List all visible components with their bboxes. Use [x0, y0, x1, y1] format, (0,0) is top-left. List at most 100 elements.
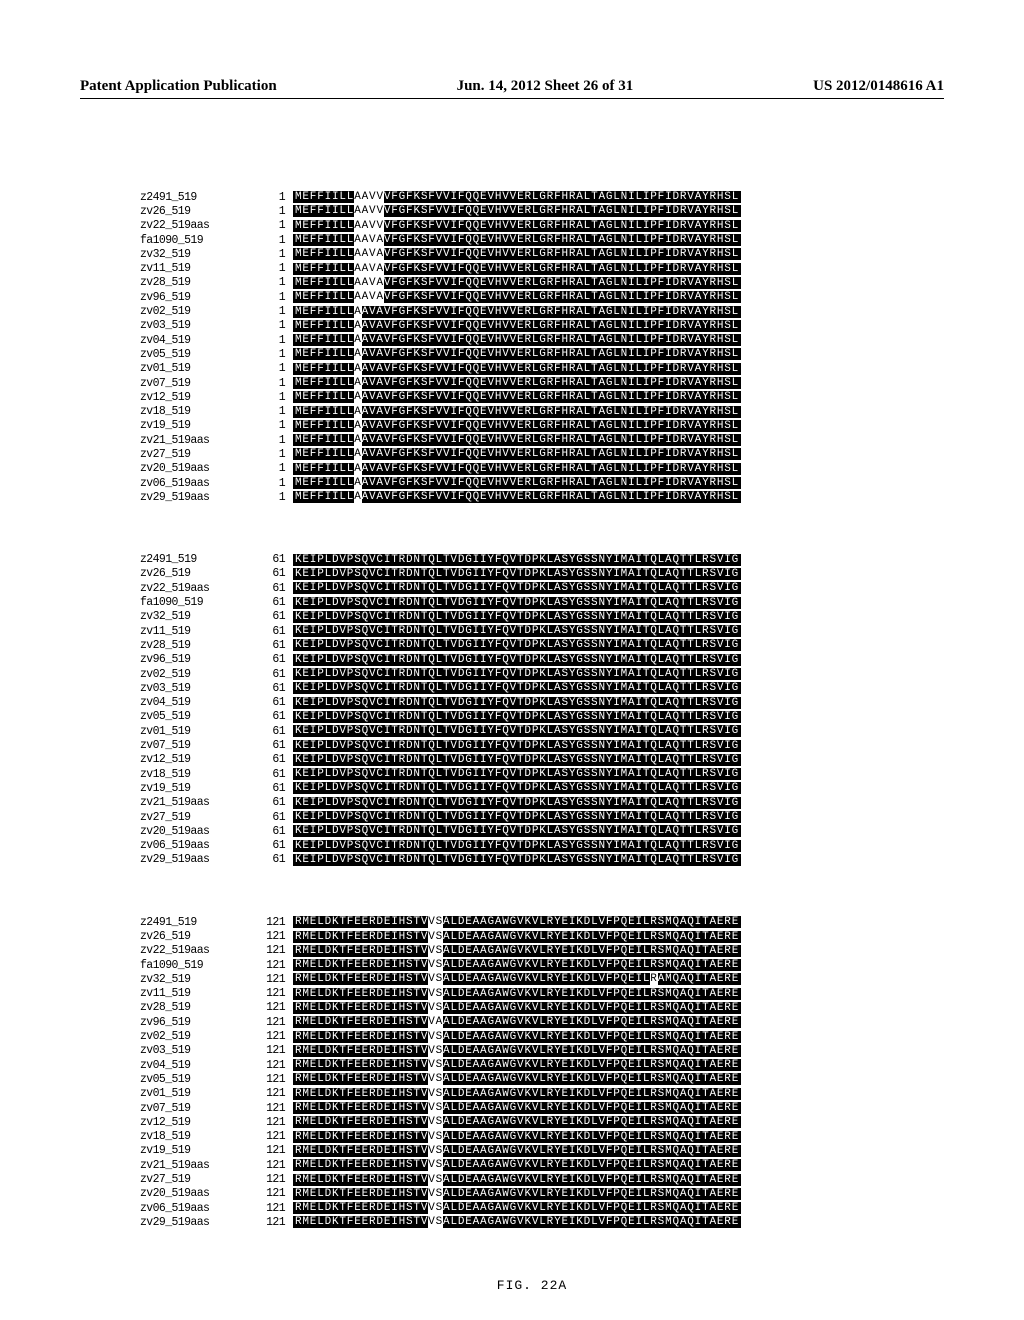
sequence-label: zv20_519aas — [140, 825, 255, 838]
sequence-residues: RMELDKTFEERDEIHSTVVSALDEAAGAWGVKVLRYEIKD… — [293, 1131, 741, 1143]
sequence-position: 121 — [255, 959, 293, 972]
sequence-position: 121 — [255, 1187, 293, 1200]
sequence-position: 1 — [255, 377, 293, 390]
sequence-residues: KEIPLDVPSQVCITRDNTQLTVDGIIYFQVTDPKLASYGS… — [293, 711, 741, 723]
alignment-row: zv27_51961KEIPLDVPSQVCITRDNTQLTVDGIIYFQV… — [140, 810, 924, 824]
alignment-row: zv21_519aas1MEFFIILLAAVAVFGFKSFVVIFQQEVH… — [140, 433, 924, 447]
alignment-row: zv02_5191MEFFIILLAAVAVFGFKSFVVIFQQEVHVVE… — [140, 304, 924, 318]
alignment-row: zv04_5191MEFFIILLAAVAVFGFKSFVVIFQQEVHVVE… — [140, 333, 924, 347]
sequence-residues: KEIPLDVPSQVCITRDNTQLTVDGIIYFQVTDPKLASYGS… — [293, 554, 741, 566]
sequence-residues: RMELDKTFEERDEIHSTVVSALDEAAGAWGVKVLRYEIKD… — [293, 1073, 741, 1085]
sequence-label: zv03_519 — [140, 682, 255, 695]
sequence-label: zv21_519aas — [140, 1159, 255, 1172]
sequence-position: 61 — [255, 610, 293, 623]
alignment-row: zv22_519aas121RMELDKTFEERDEIHSTVVSALDEAA… — [140, 944, 924, 958]
alignment-row: zv21_519aas61KEIPLDVPSQVCITRDNTQLTVDGIIY… — [140, 796, 924, 810]
sequence-position: 1 — [255, 319, 293, 332]
alignment-row: zv29_519aas121RMELDKTFEERDEIHSTVVSALDEAA… — [140, 1215, 924, 1229]
alignment-row: zv26_5191MEFFIILLAAVVVFGFKSFVVIFQQEVHVVE… — [140, 204, 924, 218]
sequence-position: 1 — [255, 491, 293, 504]
sequence-residues: MEFFIILLAAVVVFGFKSFVVIFQQEVHVVERLGRFHRAL… — [293, 205, 741, 217]
sequence-position: 1 — [255, 234, 293, 247]
sequence-residues: MEFFIILLAAVAVFGFKSFVVIFQQEVHVVERLGRFHRAL… — [293, 391, 741, 403]
alignment-row: zv07_519121RMELDKTFEERDEIHSTVVSALDEAAGAW… — [140, 1101, 924, 1115]
sequence-position: 61 — [255, 625, 293, 638]
alignment-row: zv03_51961KEIPLDVPSQVCITRDNTQLTVDGIIYFQV… — [140, 681, 924, 695]
sequence-residues: KEIPLDVPSQVCITRDNTQLTVDGIIYFQVTDPKLASYGS… — [293, 825, 741, 837]
sequence-label: zv19_519 — [140, 782, 255, 795]
sequence-position: 121 — [255, 1073, 293, 1086]
sequence-residues: RMELDKTFEERDEIHSTVVSALDEAAGAWGVKVLRYEIKD… — [293, 1202, 741, 1214]
sequence-position: 121 — [255, 944, 293, 957]
sequence-residues: MEFFIILLAAVAVFGFKSFVVIFQQEVHVVERLGRFHRAL… — [293, 320, 741, 332]
sequence-position: 121 — [255, 1159, 293, 1172]
sequence-residues: RMELDKTFEERDEIHSTVVSALDEAAGAWGVKVLRYEIKD… — [293, 1159, 741, 1171]
sequence-residues: MEFFIILLAAVAVFGFKSFVVIFQQEVHVVERLGRFHRAL… — [293, 491, 741, 503]
sequence-label: zv19_519 — [140, 1144, 255, 1157]
sequence-residues: KEIPLDVPSQVCITRDNTQLTVDGIIYFQVTDPKLASYGS… — [293, 797, 741, 809]
alignment-row: zv06_519aas61KEIPLDVPSQVCITRDNTQLTVDGIIY… — [140, 838, 924, 852]
sequence-residues: KEIPLDVPSQVCITRDNTQLTVDGIIYFQVTDPKLASYGS… — [293, 639, 741, 651]
sequence-residues: KEIPLDVPSQVCITRDNTQLTVDGIIYFQVTDPKLASYGS… — [293, 568, 741, 580]
sequence-label: zv06_519aas — [140, 1202, 255, 1215]
sequence-residues: RMELDKTFEERDEIHSTVVSALDEAAGAWGVKVLRYEIKD… — [293, 1145, 741, 1157]
alignment-row: zv19_51961KEIPLDVPSQVCITRDNTQLTVDGIIYFQV… — [140, 781, 924, 795]
sequence-label: fa1090_519 — [140, 959, 255, 972]
alignment-row: zv02_519121RMELDKTFEERDEIHSTVVSALDEAAGAW… — [140, 1029, 924, 1043]
sequence-position: 1 — [255, 391, 293, 404]
sequence-position: 1 — [255, 477, 293, 490]
sequence-label: zv02_519 — [140, 668, 255, 681]
alignment-row: z2491_519121RMELDKTFEERDEIHSTVVSALDEAAGA… — [140, 915, 924, 929]
sequence-residues: KEIPLDVPSQVCITRDNTQLTVDGIIYFQVTDPKLASYGS… — [293, 597, 741, 609]
sequence-label: z2491_519 — [140, 916, 255, 929]
sequence-position: 61 — [255, 668, 293, 681]
sequence-label: zv27_519 — [140, 811, 255, 824]
header-left: Patent Application Publication — [80, 78, 277, 95]
sequence-residues: MEFFIILLAAVAVFGFKSFVVIFQQEVHVVERLGRFHRAL… — [293, 363, 741, 375]
sequence-label: zv26_519 — [140, 567, 255, 580]
alignment-row: zv19_519121RMELDKTFEERDEIHSTVVSALDEAAGAW… — [140, 1144, 924, 1158]
sequence-position: 61 — [255, 796, 293, 809]
alignment-row: zv04_51961KEIPLDVPSQVCITRDNTQLTVDGIIYFQV… — [140, 696, 924, 710]
sequence-label: zv11_519 — [140, 625, 255, 638]
alignment-row: zv05_519121RMELDKTFEERDEIHSTVVSALDEAAGAW… — [140, 1072, 924, 1086]
sequence-label: zv28_519 — [140, 276, 255, 289]
sequence-position: 121 — [255, 973, 293, 986]
alignment-row: zv03_519121RMELDKTFEERDEIHSTVVSALDEAAGAW… — [140, 1044, 924, 1058]
alignment-row: zv27_5191MEFFIILLAAVAVFGFKSFVVIFQQEVHVVE… — [140, 447, 924, 461]
sequence-position: 1 — [255, 291, 293, 304]
sequence-residues: KEIPLDVPSQVCITRDNTQLTVDGIIYFQVTDPKLASYGS… — [293, 768, 741, 780]
alignment-row: zv29_519aas61KEIPLDVPSQVCITRDNTQLTVDGIIY… — [140, 853, 924, 867]
sequence-label: zv05_519 — [140, 348, 255, 361]
sequence-position: 61 — [255, 853, 293, 866]
sequence-label: zv12_519 — [140, 753, 255, 766]
sequence-position: 121 — [255, 1202, 293, 1215]
alignment-row: zv28_5191MEFFIILLAAVAVFGFKSFVVIFQQEVHVVE… — [140, 276, 924, 290]
sequence-label: zv28_519 — [140, 1001, 255, 1014]
sequence-position: 121 — [255, 1130, 293, 1143]
alignment-row: zv01_5191MEFFIILLAAVAVFGFKSFVVIFQQEVHVVE… — [140, 362, 924, 376]
alignment-row: zv20_519aas61KEIPLDVPSQVCITRDNTQLTVDGIIY… — [140, 824, 924, 838]
sequence-residues: MEFFIILLAAVAVFGFKSFVVIFQQEVHVVERLGRFHRAL… — [293, 306, 741, 318]
sequence-label: zv01_519 — [140, 1087, 255, 1100]
alignment-row: zv18_519121RMELDKTFEERDEIHSTVVSALDEAAGAW… — [140, 1130, 924, 1144]
sequence-position: 1 — [255, 276, 293, 289]
sequence-position: 61 — [255, 725, 293, 738]
sequence-position: 61 — [255, 653, 293, 666]
sequence-label: zv26_519 — [140, 205, 255, 218]
sequence-label: zv04_519 — [140, 696, 255, 709]
alignment-row: zv28_51961KEIPLDVPSQVCITRDNTQLTVDGIIYFQV… — [140, 638, 924, 652]
sequence-position: 1 — [255, 219, 293, 232]
sequence-residues: KEIPLDVPSQVCITRDNTQLTVDGIIYFQVTDPKLASYGS… — [293, 668, 741, 680]
sequence-label: zv28_519 — [140, 639, 255, 652]
sequence-residues: MEFFIILLAAVAVFGFKSFVVIFQQEVHVVERLGRFHRAL… — [293, 234, 741, 246]
sequence-position: 1 — [255, 405, 293, 418]
sequence-residues: KEIPLDVPSQVCITRDNTQLTVDGIIYFQVTDPKLASYGS… — [293, 782, 741, 794]
alignment-row: zv04_519121RMELDKTFEERDEIHSTVVSALDEAAGAW… — [140, 1058, 924, 1072]
header-center: Jun. 14, 2012 Sheet 26 of 31 — [457, 78, 634, 95]
sequence-position: 1 — [255, 205, 293, 218]
sequence-label: zv12_519 — [140, 391, 255, 404]
sequence-label: fa1090_519 — [140, 596, 255, 609]
alignment-row: zv29_519aas1MEFFIILLAAVAVFGFKSFVVIFQQEVH… — [140, 490, 924, 504]
sequence-residues: MEFFIILLAAVAVFGFKSFVVIFQQEVHVVERLGRFHRAL… — [293, 377, 741, 389]
